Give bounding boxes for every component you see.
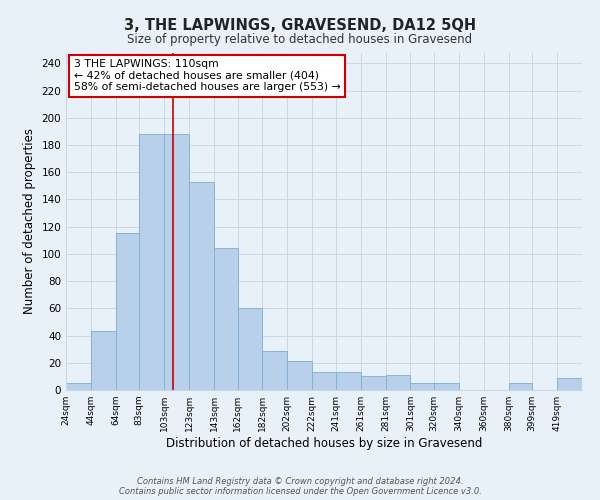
Bar	[164, 134, 189, 390]
Bar	[336, 372, 361, 390]
Bar	[557, 378, 582, 390]
X-axis label: Distribution of detached houses by size in Gravesend: Distribution of detached houses by size …	[166, 437, 482, 450]
Bar	[410, 383, 434, 390]
Bar	[139, 134, 164, 390]
Text: 3, THE LAPWINGS, GRAVESEND, DA12 5QH: 3, THE LAPWINGS, GRAVESEND, DA12 5QH	[124, 18, 476, 32]
Bar	[116, 234, 139, 390]
Bar	[238, 308, 262, 390]
Text: Size of property relative to detached houses in Gravesend: Size of property relative to detached ho…	[127, 32, 473, 46]
Bar	[66, 383, 91, 390]
Bar	[312, 372, 336, 390]
Bar	[262, 350, 287, 390]
Bar	[434, 383, 459, 390]
Bar	[91, 332, 116, 390]
Bar	[386, 375, 410, 390]
Bar	[189, 182, 214, 390]
Text: 3 THE LAPWINGS: 110sqm
← 42% of detached houses are smaller (404)
58% of semi-de: 3 THE LAPWINGS: 110sqm ← 42% of detached…	[74, 59, 340, 92]
Bar	[214, 248, 238, 390]
Bar	[287, 362, 312, 390]
Y-axis label: Number of detached properties: Number of detached properties	[23, 128, 36, 314]
Bar	[361, 376, 386, 390]
Text: Contains HM Land Registry data © Crown copyright and database right 2024.
Contai: Contains HM Land Registry data © Crown c…	[119, 476, 481, 496]
Bar	[509, 383, 532, 390]
